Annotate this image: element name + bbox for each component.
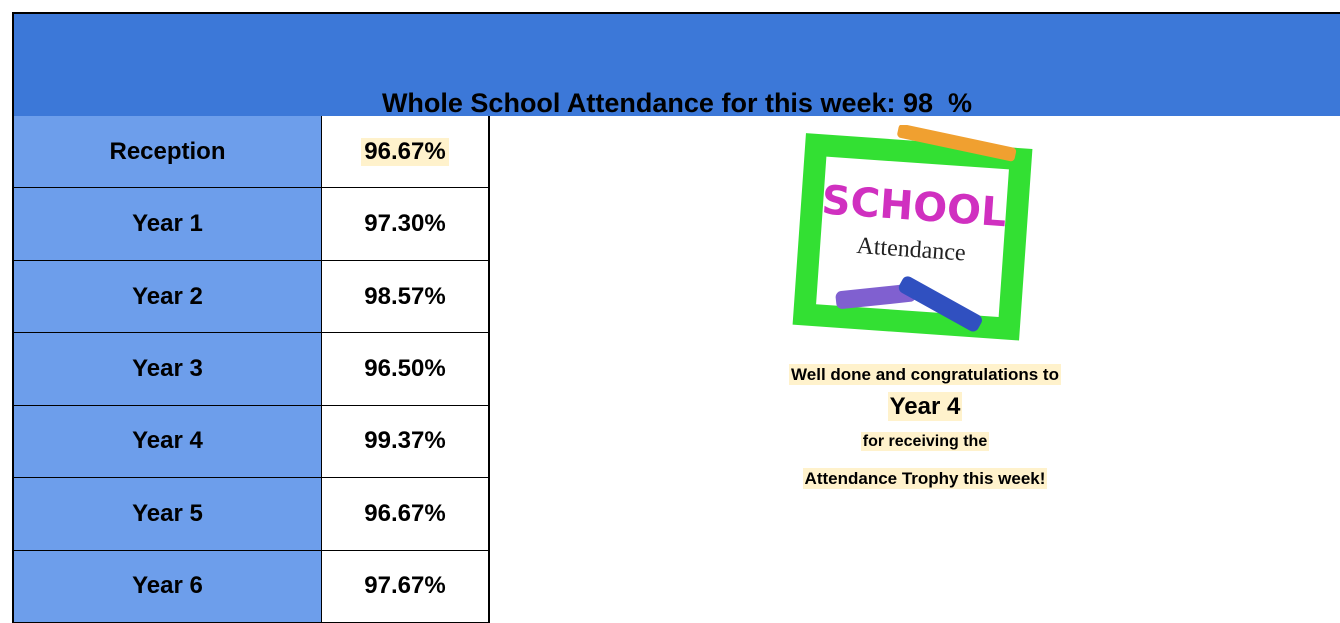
value-text: 98.57%: [364, 283, 445, 311]
year-text: Year 2: [132, 283, 203, 311]
message-text: Well done and congratulations to: [789, 364, 1061, 385]
year-label: Year 1: [12, 188, 322, 260]
message-line: Well done and congratulations to: [700, 365, 1150, 385]
message-line: for receiving the: [700, 433, 1150, 451]
attendance-value: 98.57%: [322, 261, 490, 333]
value-text: 97.30%: [364, 210, 445, 238]
year-text: Reception: [109, 138, 225, 166]
attendance-value: 97.30%: [322, 188, 490, 260]
year-text: Year 5: [132, 500, 203, 528]
school-attendance-image: SCHOOL Attendance: [780, 125, 1050, 350]
year-text: Year 4: [132, 427, 203, 455]
message-text: for receiving the: [861, 432, 989, 451]
winner-text: Year 4: [888, 392, 963, 421]
message-winner: Year 4: [700, 393, 1150, 421]
year-text: Year 1: [132, 210, 203, 238]
attendance-value: 96.67%: [322, 478, 490, 550]
year-label: Reception: [12, 116, 322, 188]
year-text: Year 6: [132, 572, 203, 600]
page: Whole School Attendance for this week: 9…: [0, 0, 1340, 623]
value-text: 96.67%: [361, 138, 448, 166]
year-label: Year 6: [12, 551, 322, 623]
value-text: 96.50%: [364, 355, 445, 383]
title: Whole School Attendance for this week: 9…: [14, 88, 1340, 119]
message-line: Attendance Trophy this week!: [700, 469, 1150, 489]
value-text: 97.67%: [364, 572, 445, 600]
attendance-value: 97.67%: [322, 551, 490, 623]
year-label: Year 5: [12, 478, 322, 550]
value-text: 96.67%: [364, 500, 445, 528]
attendance-value: 96.67%: [322, 116, 490, 188]
year-label: Year 3: [12, 333, 322, 405]
attendance-value: 96.50%: [322, 333, 490, 405]
header: Whole School Attendance for this week: 9…: [12, 12, 1340, 116]
attendance-value: 99.37%: [322, 406, 490, 478]
year-label: Year 2: [12, 261, 322, 333]
year-text: Year 3: [132, 355, 203, 383]
value-text: 99.37%: [364, 427, 445, 455]
message-text: Attendance Trophy this week!: [803, 468, 1048, 489]
year-label: Year 4: [12, 406, 322, 478]
